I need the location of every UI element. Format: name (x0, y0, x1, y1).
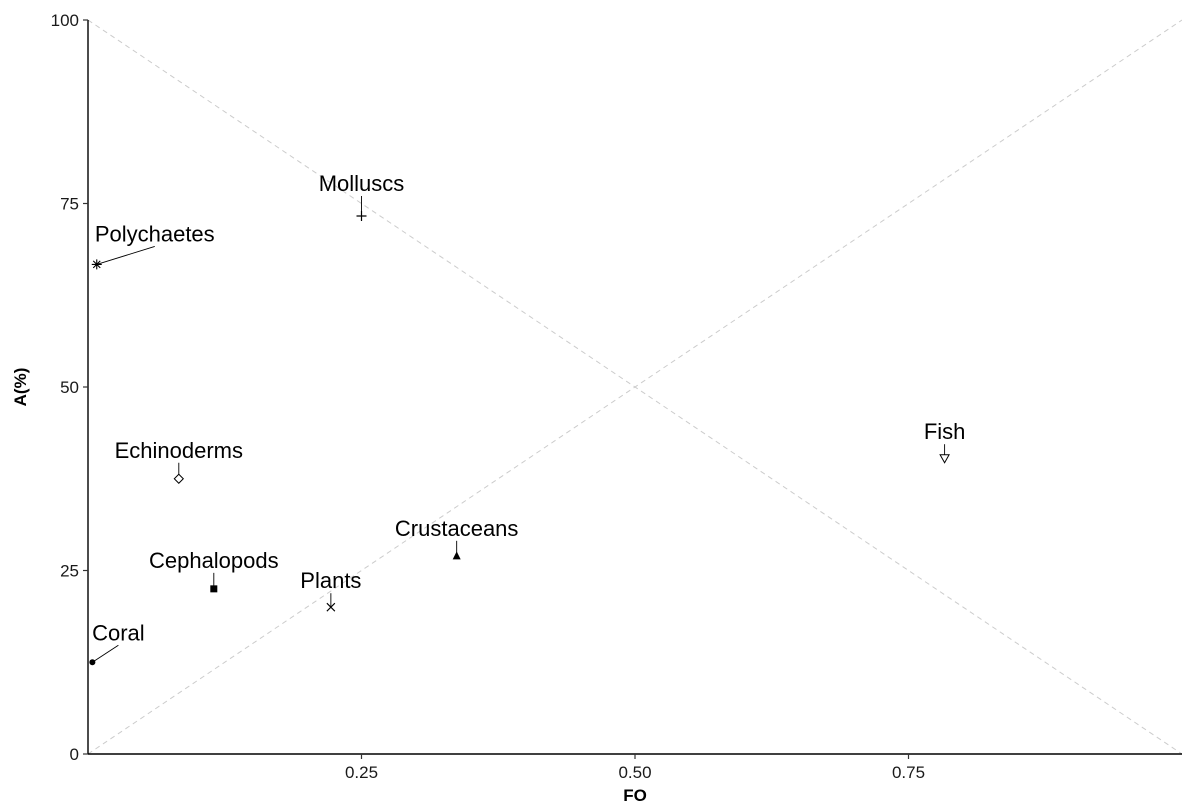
leader-line (92, 644, 119, 663)
square-marker (210, 585, 218, 593)
y-tick-label: 50 (60, 378, 79, 397)
point-label: Cephalopods (149, 548, 279, 573)
y-tick-label: 25 (60, 562, 79, 581)
x-marker (326, 602, 336, 612)
point-echinoderms: Echinoderms (115, 438, 243, 484)
leader-line (96, 245, 155, 265)
y-axis-title: A(%) (11, 368, 30, 407)
y-tick-label: 75 (60, 195, 79, 214)
x-axis-title: FO (623, 786, 647, 803)
y-tick-label: 100 (51, 11, 79, 30)
point-label: Polychaetes (95, 221, 215, 246)
reference-lines (87, 19, 1182, 755)
data-points: Molluscs Polychaetes Fish Echinoderms Crusta… (89, 171, 966, 666)
y-ticks: 0 25 50 75 100 (51, 11, 88, 764)
x-ticks: 0.25 0.50 0.75 (345, 754, 925, 782)
point-polychaetes: Polychaetes (91, 221, 215, 270)
asterisk-marker (91, 259, 102, 270)
triangle-down-marker (939, 454, 950, 464)
reference-line-2 (87, 19, 1182, 755)
x-tick-label: 0.75 (892, 763, 925, 782)
circle-marker (89, 659, 96, 666)
y-tick-label: 0 (70, 745, 79, 764)
point-label: Plants (300, 568, 361, 593)
point-coral: Coral (89, 620, 145, 666)
point-label: Coral (92, 620, 145, 645)
point-crustaceans: Crustaceans (395, 516, 519, 560)
point-label: Molluscs (319, 171, 405, 196)
x-tick-label: 0.25 (345, 763, 378, 782)
point-label: Echinoderms (115, 438, 243, 463)
plus-marker (356, 210, 367, 221)
point-fish: Fish (924, 419, 966, 464)
point-molluscs: Molluscs (319, 171, 405, 221)
point-label: Fish (924, 419, 966, 444)
triangle-marker (452, 551, 461, 560)
point-cephalopods: Cephalopods (149, 548, 279, 593)
diamond-marker (173, 473, 185, 484)
point-label: Crustaceans (395, 516, 519, 541)
x-tick-label: 0.50 (618, 763, 651, 782)
point-plants: Plants (300, 568, 361, 612)
